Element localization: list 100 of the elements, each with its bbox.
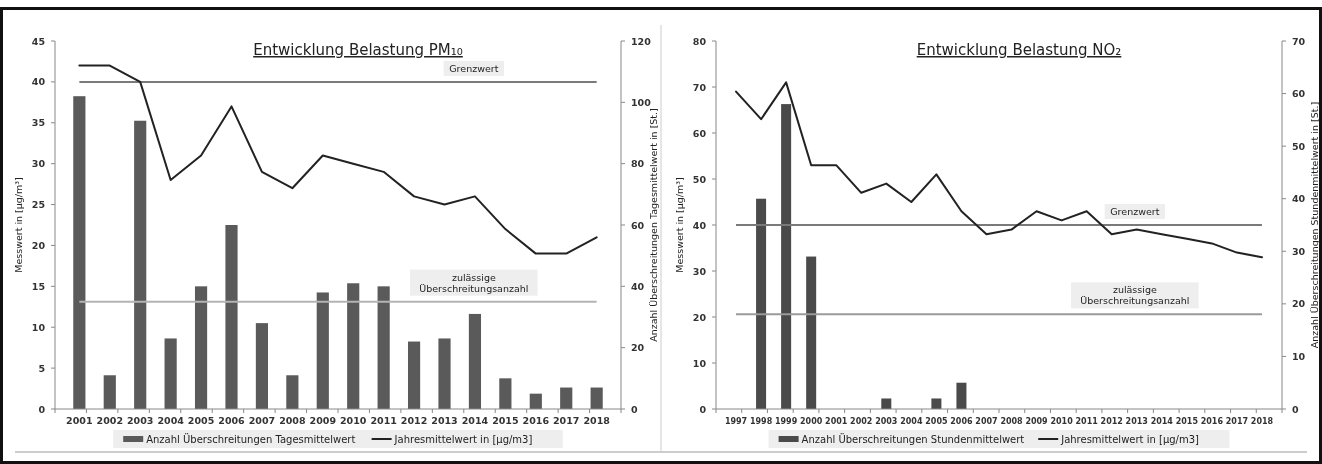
y2-tick-label: 60 xyxy=(1292,88,1306,100)
x-tick-label: 2004 xyxy=(157,415,185,426)
y2-axis-title: Anzahl Überschreitungen Tagesmittelwert in [St.] xyxy=(648,108,659,342)
x-tick-label: 2005 xyxy=(925,417,948,426)
y2-tick-label: 30 xyxy=(1292,245,1306,257)
bar xyxy=(931,398,942,409)
bar xyxy=(194,286,208,409)
y2-tick-label: 80 xyxy=(631,158,645,170)
bar xyxy=(806,256,817,409)
x-tick-label: 2012 xyxy=(1100,417,1123,426)
x-tick-label: 2003 xyxy=(875,417,898,426)
bar xyxy=(956,382,967,409)
bar xyxy=(225,225,238,409)
legend-label: Jahresmittelwert in [µg/m3] xyxy=(393,433,533,445)
y2-tick-label: 10 xyxy=(1292,350,1306,362)
y2-tick-label: 70 xyxy=(1292,35,1306,47)
y-tick-label: 40 xyxy=(31,76,46,88)
x-tick-label: 2002 xyxy=(96,415,123,426)
y-tick-label: 15 xyxy=(31,280,45,292)
x-tick-label: 2008 xyxy=(279,415,306,426)
bar xyxy=(438,338,451,409)
x-tick-label: 2002 xyxy=(850,417,873,426)
legend-label: Jahresmittelwert in [µg/m3] xyxy=(1060,433,1200,445)
bar xyxy=(499,378,512,409)
y2-tick-label: 0 xyxy=(631,403,638,415)
legend-label: Anzahl Überschreitungen Stundenmittelwert xyxy=(801,432,1025,445)
y2-tick-label: 120 xyxy=(631,35,652,47)
x-tick-label: 2015 xyxy=(1175,417,1199,426)
x-tick-label: 2012 xyxy=(400,415,428,426)
bar xyxy=(377,286,390,409)
x-tick-label: 1999 xyxy=(774,417,798,426)
x-tick-label: 2006 xyxy=(950,417,973,426)
x-tick-label: 2011 xyxy=(370,415,397,426)
y-tick-label: 0 xyxy=(38,403,46,415)
x-tick-label: 2009 xyxy=(1025,417,1049,426)
y-tick-label: 10 xyxy=(692,357,707,369)
x-tick-label: 2010 xyxy=(339,415,367,426)
y-tick-label: 30 xyxy=(31,158,46,170)
x-tick-label: 2001 xyxy=(825,417,848,426)
x-tick-label: 2007 xyxy=(975,417,998,426)
y-tick-label: 50 xyxy=(692,173,707,185)
y-tick-label: 25 xyxy=(31,199,45,211)
bar xyxy=(560,387,573,409)
y-tick-label: 60 xyxy=(692,127,707,139)
x-tick-label: 2001 xyxy=(66,415,93,426)
y-tick-label: 35 xyxy=(31,117,45,129)
x-tick-label: 2000 xyxy=(800,417,823,426)
x-tick-label: 2013 xyxy=(431,415,458,426)
y2-tick-label: 40 xyxy=(631,280,645,292)
bar xyxy=(134,120,147,409)
x-tick-label: 2014 xyxy=(461,415,489,426)
bar xyxy=(347,283,360,409)
x-tick-label: 2005 xyxy=(187,415,215,426)
y2-tick-label: 50 xyxy=(1292,140,1306,152)
y-tick-label: 5 xyxy=(38,362,45,374)
x-tick-label: 2007 xyxy=(248,415,276,426)
y-tick-label: 10 xyxy=(31,321,46,333)
x-tick-label: 1998 xyxy=(749,417,773,426)
x-tick-label: 2011 xyxy=(1075,417,1099,426)
x-tick-label: 2015 xyxy=(492,415,519,426)
legend-label: Anzahl Überschreitungen Tagesmittelwert xyxy=(146,432,356,445)
chart-title: Entwicklung Belastung PM₁₀ xyxy=(253,41,463,59)
bar xyxy=(590,387,603,409)
x-tick-label: 2014 xyxy=(1150,417,1174,426)
bar xyxy=(164,338,177,409)
ref-line-label: zulässige Überschreitungsanzahl xyxy=(1080,284,1190,307)
y-axis-title: Messwert in [µg/m³] xyxy=(13,177,24,273)
bar xyxy=(756,198,767,409)
x-tick-label: 2010 xyxy=(1050,417,1074,426)
x-tick-label: 2003 xyxy=(126,415,154,426)
y-axis-title: Messwert in [µg/m³] xyxy=(674,177,685,273)
bar xyxy=(468,313,482,409)
line-series xyxy=(78,64,598,255)
bar xyxy=(255,323,269,409)
ref-line-label: Grenzwert xyxy=(1110,206,1160,217)
y2-tick-label: 20 xyxy=(1292,298,1306,310)
x-tick-label: 2018 xyxy=(1250,417,1274,426)
bar xyxy=(881,398,892,409)
x-tick-label: 2009 xyxy=(309,415,337,426)
chart-title: Entwicklung Belastung NO₂ xyxy=(916,41,1122,59)
y2-tick-label: 0 xyxy=(1292,403,1299,415)
y2-axis-title: Anzahl Überschreitungen Stundenmittelwert in [St.] xyxy=(1309,101,1320,349)
x-tick-label: 2013 xyxy=(1125,417,1148,426)
y-tick-label: 40 xyxy=(692,219,707,231)
bar xyxy=(286,375,299,409)
y-tick-label: 45 xyxy=(31,35,45,47)
bar xyxy=(529,393,542,409)
y-tick-label: 20 xyxy=(692,311,707,323)
y-tick-label: 0 xyxy=(699,403,707,415)
y-tick-label: 70 xyxy=(692,81,707,93)
bar xyxy=(103,375,116,409)
x-tick-label: 2017 xyxy=(553,415,580,426)
x-tick-label: 2004 xyxy=(900,417,923,426)
bar xyxy=(73,96,86,409)
y2-tick-label: 100 xyxy=(631,96,652,108)
y2-tick-label: 60 xyxy=(631,219,645,231)
bar xyxy=(316,292,329,409)
ref-line-label: Grenzwert xyxy=(449,62,499,74)
x-tick-label: 2016 xyxy=(522,415,550,426)
x-tick-label: 2017 xyxy=(1225,417,1249,426)
